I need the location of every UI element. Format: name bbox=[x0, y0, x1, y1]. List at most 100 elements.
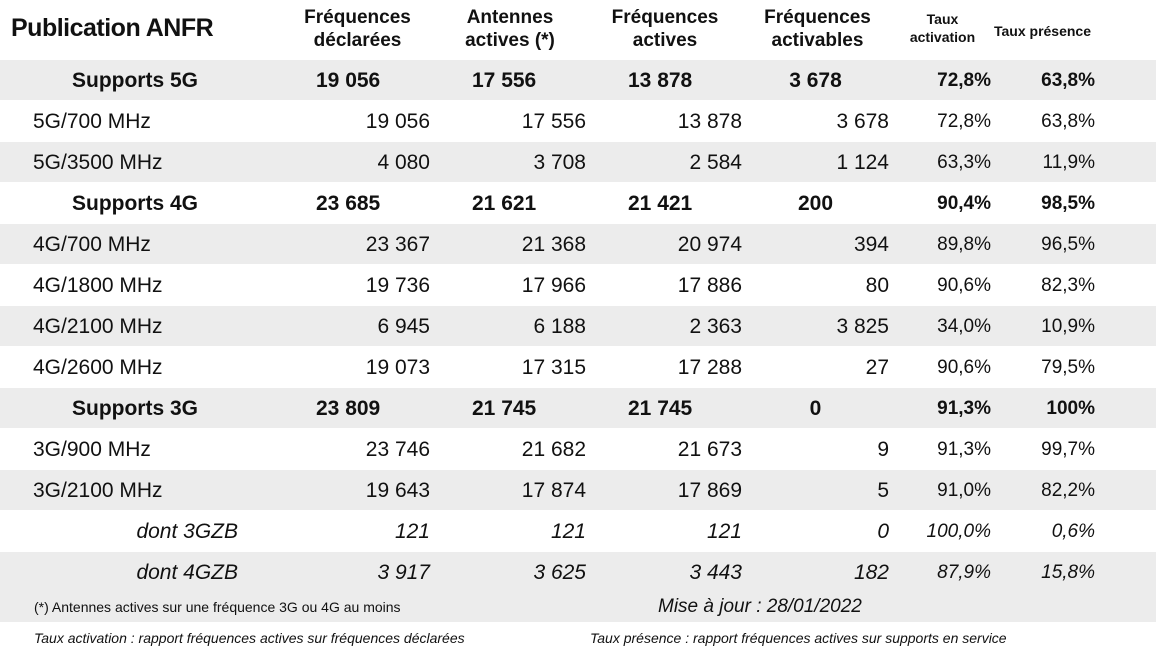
cell-antennes-actives: 17 556 bbox=[521, 110, 586, 133]
cell-frequences-actives: 121 bbox=[706, 520, 742, 543]
cell-antennes-actives: 21 621 bbox=[472, 192, 537, 215]
cell-taux-activation: 72,8% bbox=[937, 70, 991, 91]
row-label: Supports 4G bbox=[71, 192, 198, 215]
table-row: 5G/3500 MHz 4 080 3 708 2 584 1 124 63,3% 11,9… bbox=[0, 141, 1156, 183]
row-label: 4G/1800 MHz bbox=[33, 274, 163, 297]
table-row: 4G/1800 MHz 19 736 17 966 17 886 80 90,6% 82,3… bbox=[0, 264, 1156, 306]
cell-frequences-actives: 17 886 bbox=[677, 274, 742, 297]
cell-taux-activation: 91,3% bbox=[937, 439, 991, 460]
cell-frequences-activables: 182 bbox=[853, 561, 889, 584]
summary-row: Supports 4G 23 685 21 621 21 421 200 90,4% 98,… bbox=[0, 182, 1156, 224]
cell-frequences-actives: 21 421 bbox=[628, 192, 693, 215]
cell-taux-presence: 63,8% bbox=[1041, 111, 1095, 132]
cell-taux-activation: 91,3% bbox=[937, 398, 991, 419]
cell-taux-activation: 63,3% bbox=[937, 152, 991, 173]
cell-frequences-activables: 1 124 bbox=[836, 151, 889, 174]
cell-taux-activation: 89,8% bbox=[937, 234, 991, 255]
cell-taux-presence: 82,3% bbox=[1041, 275, 1095, 296]
cell-frequences-declarees: 19 056 bbox=[365, 110, 430, 133]
cell-taux-presence: 98,5% bbox=[1041, 193, 1095, 214]
table-row: 3G/2100 MHz 19 643 17 874 17 869 5 91,0% 82,2% bbox=[0, 469, 1156, 511]
cell-frequences-actives: 21 745 bbox=[628, 397, 693, 420]
cell-taux-presence: 96,5% bbox=[1041, 234, 1095, 255]
cell-frequences-activables: 80 bbox=[865, 274, 889, 297]
cell-frequences-activables: 3 678 bbox=[836, 110, 889, 133]
cell-taux-activation: 90,4% bbox=[937, 193, 991, 214]
cell-frequences-declarees: 23 685 bbox=[316, 192, 381, 215]
cell-taux-presence: 99,7% bbox=[1041, 439, 1095, 460]
row-label: 4G/2100 MHz bbox=[33, 315, 163, 338]
cell-frequences-actives: 17 869 bbox=[677, 479, 742, 502]
row-label: Supports 5G bbox=[71, 69, 198, 92]
page-title: Publication ANFR bbox=[11, 14, 214, 42]
footer-definitions: Taux activation : rapport fréquences act… bbox=[0, 622, 1156, 655]
cell-antennes-actives: 17 556 bbox=[472, 69, 537, 92]
row-label: 3G/900 MHz bbox=[33, 438, 151, 461]
row-label: 4G/700 MHz bbox=[33, 233, 151, 256]
cell-frequences-declarees: 19 643 bbox=[365, 479, 430, 502]
row-label: 5G/3500 MHz bbox=[33, 151, 163, 174]
cell-taux-activation: 87,9% bbox=[937, 562, 991, 583]
cell-frequences-declarees: 121 bbox=[394, 520, 430, 543]
table-row: 4G/2100 MHz 6 945 6 188 2 363 3 825 34,0% 10,9… bbox=[0, 305, 1156, 347]
row-label: dont 4GZB bbox=[136, 561, 238, 584]
cell-taux-presence: 100% bbox=[1046, 398, 1095, 419]
table-header: Publication ANFR Fréquences déclarées An… bbox=[0, 0, 1156, 59]
cell-frequences-actives: 2 363 bbox=[689, 315, 742, 338]
table-row: 4G/2600 MHz 19 073 17 315 17 288 27 90,6% 79,5… bbox=[0, 346, 1156, 388]
cell-frequences-activables: 27 bbox=[865, 356, 889, 379]
row-label: Supports 3G bbox=[71, 397, 198, 420]
row-label: 4G/2600 MHz bbox=[33, 356, 163, 379]
cell-taux-activation: 90,6% bbox=[937, 275, 991, 296]
cell-antennes-actives: 17 315 bbox=[521, 356, 586, 379]
table-row: 5G/700 MHz 19 056 17 556 13 878 3 678 72,8% 63… bbox=[0, 100, 1156, 142]
cell-taux-activation: 91,0% bbox=[937, 480, 991, 501]
summary-row: Supports 5G 19 056 17 556 13 878 3 678 72,8% 6… bbox=[0, 59, 1156, 101]
column-header-frequences-actives: Fréquences actives bbox=[611, 7, 719, 51]
cell-frequences-actives: 13 878 bbox=[677, 110, 742, 133]
cell-taux-presence: 10,9% bbox=[1041, 316, 1095, 337]
cell-taux-activation: 100,0% bbox=[926, 521, 991, 542]
cell-frequences-declarees: 4 080 bbox=[377, 151, 430, 174]
table-row: dont 3GZB 121 121 121 0 100,0% 0,6% bbox=[0, 510, 1156, 552]
cell-frequences-activables: 0 bbox=[877, 520, 889, 543]
cell-frequences-activables: 5 bbox=[877, 479, 889, 502]
update-date: Mise à jour : 28/01/2022 bbox=[658, 596, 862, 617]
cell-frequences-activables: 3 678 bbox=[789, 69, 842, 92]
column-header-antennes-actives: Antennes actives (*) bbox=[465, 7, 555, 51]
cell-frequences-activables: 3 825 bbox=[836, 315, 889, 338]
summary-row: Supports 3G 23 809 21 745 21 745 0 91,3% 100% bbox=[0, 387, 1156, 429]
cell-frequences-actives: 13 878 bbox=[628, 69, 693, 92]
cell-frequences-activables: 394 bbox=[853, 233, 889, 256]
cell-frequences-declarees: 23 367 bbox=[365, 233, 430, 256]
cell-antennes-actives: 21 682 bbox=[521, 438, 586, 461]
cell-antennes-actives: 3 708 bbox=[533, 151, 586, 174]
cell-antennes-actives: 3 625 bbox=[533, 561, 586, 584]
definition-taux-presence: Taux présence : rapport fréquences activ… bbox=[590, 630, 1007, 646]
cell-antennes-actives: 21 745 bbox=[472, 397, 537, 420]
cell-frequences-activables: 200 bbox=[797, 192, 834, 215]
row-label: dont 3GZB bbox=[136, 520, 238, 543]
cell-frequences-actives: 2 584 bbox=[689, 151, 742, 174]
cell-taux-activation: 90,6% bbox=[937, 357, 991, 378]
cell-taux-activation: 34,0% bbox=[937, 316, 991, 337]
cell-frequences-declarees: 23 809 bbox=[316, 397, 381, 420]
cell-frequences-declarees: 6 945 bbox=[377, 315, 430, 338]
cell-frequences-actives: 21 673 bbox=[677, 438, 742, 461]
column-header-taux-activation: Taux activation bbox=[909, 11, 976, 45]
cell-taux-activation: 72,8% bbox=[937, 111, 991, 132]
cell-taux-presence: 11,9% bbox=[1042, 152, 1095, 173]
cell-frequences-actives: 3 443 bbox=[689, 561, 742, 584]
cell-antennes-actives: 17 874 bbox=[521, 479, 586, 502]
column-header-taux-presence: Taux présence bbox=[993, 23, 1091, 39]
cell-frequences-activables: 0 bbox=[809, 397, 822, 420]
cell-taux-presence: 82,2% bbox=[1041, 480, 1095, 501]
table-row: dont 4GZB 3 917 3 625 3 443 182 87,9% 15,8% bbox=[0, 551, 1156, 593]
column-header-frequences-declarees: Fréquences déclarées bbox=[304, 7, 411, 51]
cell-antennes-actives: 6 188 bbox=[533, 315, 586, 338]
row-label: 5G/700 MHz bbox=[33, 110, 151, 133]
cell-frequences-actives: 17 288 bbox=[677, 356, 742, 379]
footer-notes: (*) Antennes actives sur une fréquence 3… bbox=[0, 592, 1156, 622]
cell-taux-presence: 79,5% bbox=[1041, 357, 1095, 378]
definition-taux-activation: Taux activation : rapport fréquences act… bbox=[34, 630, 465, 646]
